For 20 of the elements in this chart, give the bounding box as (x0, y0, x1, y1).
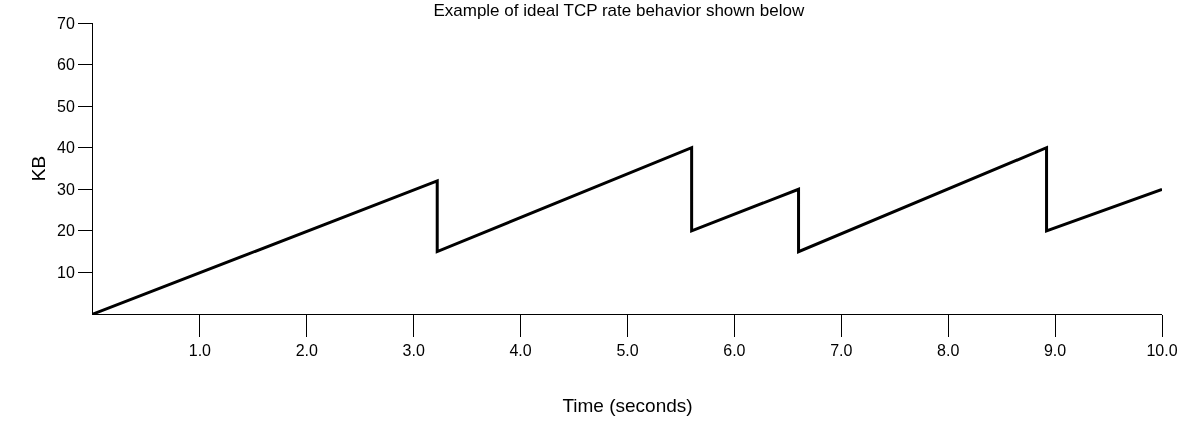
x-tick-label: 10.0 (1146, 342, 1178, 360)
y-tick-label: 40 (57, 139, 75, 157)
y-tick-label: 20 (57, 222, 75, 240)
y-axis-title: KB (27, 155, 49, 182)
y-tick-label: 60 (57, 56, 75, 74)
x-tick-label: 9.0 (1043, 342, 1067, 360)
y-tick-label: 10 (57, 264, 75, 282)
x-tick-label: 1.0 (188, 342, 212, 360)
x-axis-title: Time (seconds) (562, 395, 693, 416)
y-tick-label: 30 (57, 180, 75, 198)
chart-title: Example of ideal TCP rate behavior shown below (433, 1, 805, 21)
x-tick-label: 6.0 (723, 342, 746, 360)
x-tick-label: 4.0 (509, 342, 532, 360)
x-tick-label: 8.0 (937, 342, 960, 360)
y-tick-label: 50 (57, 97, 75, 115)
x-tick-label: 5.0 (616, 342, 639, 360)
y-tick-label: 70 (57, 14, 75, 32)
x-tick-label: 7.0 (830, 342, 853, 360)
x-tick-label: 2.0 (295, 342, 319, 360)
x-tick-label: 3.0 (402, 342, 425, 360)
